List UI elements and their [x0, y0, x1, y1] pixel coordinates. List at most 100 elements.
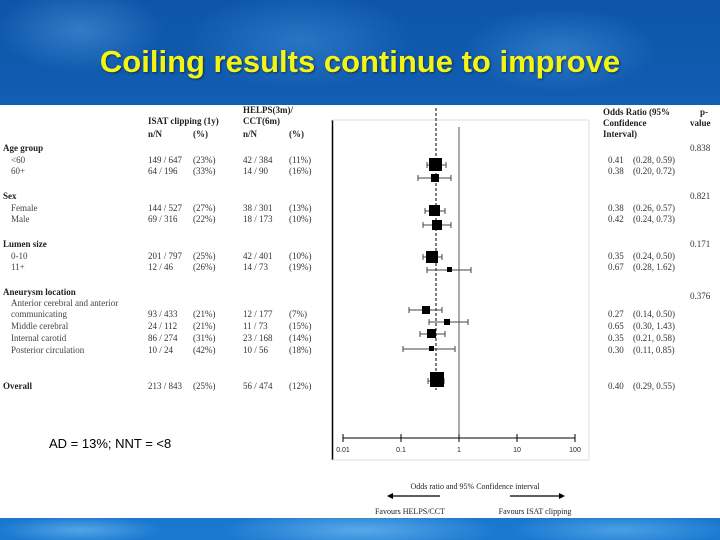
confidence-interval: (0.30, 1.43): [633, 321, 675, 331]
isat-n: 86 / 274: [148, 333, 178, 343]
helps-pct: (10%): [289, 251, 312, 261]
p-value-location: 0.376: [690, 291, 711, 301]
isat-n: 149 / 647: [148, 155, 183, 165]
helps-n: 56 / 474: [243, 381, 273, 391]
forest-plot: [331, 108, 590, 499]
isat-pct: (21%): [193, 321, 216, 331]
x-axis-label: Odds ratio and 95% Confidence interval: [410, 482, 540, 491]
isat-pct: (25%): [193, 251, 216, 261]
helps-n: 12 / 177: [243, 309, 273, 319]
confidence-interval: (0.11, 0.85): [633, 345, 675, 355]
helps-header-line1: HELPS(3m)/: [243, 105, 294, 115]
isat-pct: (33%): [193, 166, 216, 176]
helps-pct: (16%): [289, 166, 312, 176]
odds-ratio: 0.38: [608, 166, 624, 176]
slide-title: Coiling results continue to improve: [99, 44, 621, 79]
p-header-line1: p-: [700, 107, 709, 117]
isat-pct: (26%): [193, 262, 216, 272]
confidence-interval: (0.24, 0.73): [633, 214, 675, 224]
confidence-interval: (0.26, 0.57): [633, 203, 675, 213]
confidence-interval: (0.14, 0.50): [633, 309, 675, 319]
confidence-interval: (0.24, 0.50): [633, 251, 675, 261]
odds-ratio: 0.35: [608, 333, 624, 343]
helps-n: 18 / 173: [243, 214, 273, 224]
odds-ratio: 0.38: [608, 203, 624, 213]
absolute-difference-note: AD = 13%; NNT = <8: [49, 436, 172, 451]
or-header-line1: Odds Ratio (95%: [603, 107, 671, 117]
helps-pct: (19%): [289, 262, 312, 272]
row-label: 60+: [11, 166, 26, 176]
confidence-interval: (0.28, 0.59): [633, 155, 675, 165]
odds-ratio: 0.42: [608, 214, 624, 224]
x-tick-label: 0.01: [336, 447, 350, 454]
odds-ratio: 0.27: [608, 309, 624, 319]
confidence-interval: (0.29, 0.55): [633, 381, 675, 391]
p-value-lumen: 0.171: [690, 239, 711, 249]
isat-n: 213 / 843: [148, 381, 183, 391]
isat-n: 93 / 433: [148, 309, 178, 319]
helps-n: 11 / 73: [243, 321, 268, 331]
row-label: 11+: [11, 262, 25, 272]
isat-pct: (22%): [193, 214, 216, 224]
group-label-location: Aneurysm location: [3, 287, 76, 297]
confidence-interval: (0.28, 1.62): [633, 262, 675, 272]
helps-pct: (15%): [289, 321, 312, 331]
helps-n: 10 / 56: [243, 345, 269, 355]
confidence-interval: (0.20, 0.72): [633, 166, 675, 176]
helps-pct: (12%): [289, 381, 312, 391]
group-label-lumen: Lumen size: [3, 239, 47, 249]
isat-pct: (21%): [193, 309, 216, 319]
isat-pct: (31%): [193, 333, 216, 343]
odds-ratio: 0.67: [608, 262, 624, 272]
row-label: <60: [11, 155, 26, 165]
isat-pct: (25%): [193, 381, 216, 391]
isat-n: 64 / 196: [148, 166, 178, 176]
row-label: Male: [11, 214, 30, 224]
x-tick-label: 10: [513, 447, 521, 454]
odds-ratio: 0.41: [608, 155, 624, 165]
p-header-line2: value: [690, 118, 711, 128]
isat-n: 10 / 24: [148, 345, 174, 355]
row-label: Anterior cerebral and anterior communica…: [11, 298, 119, 319]
isat-pct: (42%): [193, 345, 216, 355]
isat-n: 201 / 797: [148, 251, 183, 261]
group-label-sex: Sex: [3, 191, 17, 201]
x-tick-label: 100: [569, 447, 581, 454]
helps-pct-header: (%): [289, 129, 304, 139]
odds-ratio: 0.35: [608, 251, 624, 261]
odds-ratio: 0.40: [608, 381, 624, 391]
odds-ratio: 0.30: [608, 345, 624, 355]
helps-n: 42 / 401: [243, 251, 273, 261]
overall-label: Overall: [3, 381, 32, 391]
helps-n: 23 / 168: [243, 333, 273, 343]
isat-n: 69 / 316: [148, 214, 178, 224]
favours-left-label: Favours HELPS/CCT: [374, 507, 445, 516]
isat-pct: (27%): [193, 203, 216, 213]
isat-n: 12 / 46: [148, 262, 174, 272]
helps-n: 14 / 73: [243, 262, 269, 272]
favours-right-label: Favours ISAT clipping: [498, 507, 572, 516]
isat-pct-header: (%): [193, 129, 208, 139]
helps-n-header: n/N: [243, 129, 258, 139]
helps-pct: (10%): [289, 214, 312, 224]
row-label: Middle cerebral: [11, 321, 69, 331]
p-value-sex: 0.821: [690, 191, 711, 201]
x-tick-label: 0.1: [396, 447, 406, 454]
helps-n: 38 / 301: [243, 203, 273, 213]
odds-ratio: 0.65: [608, 321, 624, 331]
or-header-line3: Interval): [603, 129, 637, 139]
helps-pct: (14%): [289, 333, 312, 343]
isat-pct: (23%): [193, 155, 216, 165]
isat-n: 24 / 112: [148, 321, 178, 331]
helps-pct: (13%): [289, 203, 312, 213]
isat-n-header: n/N: [148, 129, 163, 139]
confidence-interval: (0.21, 0.58): [633, 333, 675, 343]
helps-pct: (18%): [289, 345, 312, 355]
forest-plot-panel: ISAT clipping (1y) HELPS(3m)/ CCT(6m) n/…: [0, 105, 720, 518]
helps-n: 42 / 384: [243, 155, 273, 165]
p-value-age: 0.838: [690, 143, 711, 153]
isat-n: 144 / 527: [148, 203, 183, 213]
isat-header: ISAT clipping (1y): [148, 116, 219, 126]
x-tick-label: 1: [457, 447, 461, 454]
helps-header-line2: CCT(6m): [243, 116, 280, 126]
